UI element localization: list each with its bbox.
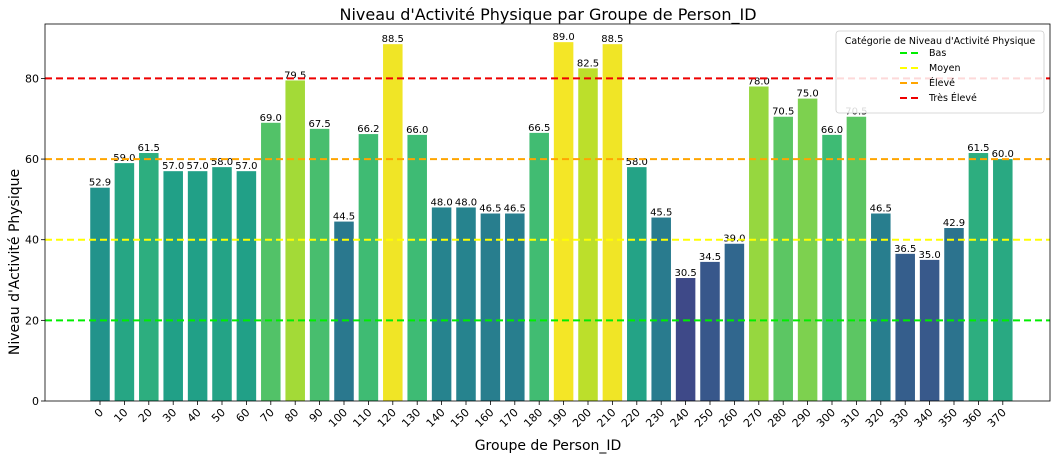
- bar-90: [309, 128, 330, 401]
- bar-value-label-260: 39.0: [723, 234, 745, 245]
- bar-value-label-350: 42.9: [943, 218, 965, 229]
- axes-frame: [44, 23, 1051, 402]
- bar-340: [919, 259, 940, 401]
- bar-20: [139, 153, 159, 401]
- bar-value-label-220: 58.0: [626, 157, 648, 168]
- bar-value-label-330: 36.5: [894, 244, 916, 255]
- bar-0: [90, 187, 110, 401]
- x-axis-label: Groupe de Person_ID: [475, 438, 622, 454]
- bar-280: [773, 116, 793, 401]
- bar-320: [871, 213, 891, 401]
- bar-value-label-70: 69.0: [260, 113, 282, 124]
- y-tick-label-80: 80: [25, 72, 39, 85]
- legend-entry-3: Très Élevé: [928, 92, 977, 104]
- legend: Catégorie de Niveau d'Activité Physique …: [835, 30, 1045, 114]
- bar-240: [675, 278, 696, 401]
- bar-value-label-60: 57.0: [235, 161, 257, 172]
- bar-value-label-370: 60.0: [992, 149, 1014, 160]
- bar-70: [261, 122, 281, 401]
- bar-value-label-190: 89.0: [552, 32, 574, 43]
- bar-value-label-340: 35.0: [918, 250, 940, 261]
- legend-title: Catégorie de Niveau d'Activité Physique: [845, 36, 1036, 47]
- bar-130: [407, 134, 427, 401]
- bar-value-label-230: 45.5: [650, 208, 672, 219]
- bar-360: [968, 153, 989, 401]
- bar-value-label-80: 79.5: [284, 70, 306, 81]
- bar-value-label-40: 57.0: [186, 161, 208, 172]
- bar-value-label-290: 75.0: [796, 89, 818, 100]
- bar-290: [797, 98, 818, 402]
- bar-value-label-30: 57.0: [162, 161, 184, 172]
- bar-value-label-150: 48.0: [455, 197, 477, 208]
- bar-value-label-100: 44.5: [333, 212, 355, 223]
- bar-value-label-360: 61.5: [967, 143, 989, 154]
- y-tick-label-20: 20: [25, 314, 39, 327]
- bar-220: [627, 167, 647, 401]
- bar-330: [895, 253, 915, 401]
- legend-entry-0: Bas: [929, 48, 946, 59]
- bar-140: [431, 207, 452, 401]
- legend-entry-2: Élevé: [929, 77, 955, 89]
- bar-value-label-90: 67.5: [308, 119, 330, 130]
- bar-value-label-250: 34.5: [699, 252, 721, 263]
- bar-100: [334, 221, 354, 401]
- bar-value-label-140: 48.0: [430, 197, 452, 208]
- plot-area: 52.9059.01061.52057.03057.04058.05057.06…: [25, 32, 1050, 430]
- bar-value-label-170: 46.5: [504, 204, 526, 215]
- bar-value-label-320: 46.5: [870, 204, 892, 215]
- bar-310: [846, 116, 867, 401]
- bar-150: [456, 207, 476, 401]
- bar-110: [358, 134, 379, 402]
- bar-50: [212, 167, 232, 401]
- bar-10: [114, 163, 135, 401]
- bar-value-label-280: 70.5: [772, 107, 794, 118]
- bar-210: [602, 44, 623, 401]
- bar-370: [993, 159, 1013, 401]
- bar-value-label-210: 88.5: [601, 34, 623, 45]
- bar-value-label-50: 58.0: [211, 157, 233, 168]
- bar-350: [944, 228, 964, 401]
- bar-value-label-160: 46.5: [479, 204, 501, 215]
- bar-160: [480, 213, 501, 401]
- bar-120: [383, 44, 403, 401]
- y-tick-label-60: 60: [25, 153, 39, 166]
- bar-230: [651, 217, 671, 401]
- bar-170: [505, 213, 525, 401]
- bar-300: [822, 134, 842, 401]
- bar-200: [578, 68, 598, 402]
- bar-190: [553, 42, 574, 402]
- bar-value-label-180: 66.5: [528, 123, 550, 134]
- bar-value-label-0: 52.9: [89, 178, 111, 189]
- bar-30: [163, 171, 183, 401]
- y-axis-label: Niveau d'Activité Physique: [7, 169, 23, 355]
- bar-value-label-200: 82.5: [577, 58, 599, 69]
- bar-60: [236, 171, 257, 401]
- legend-entry-1: Moyen: [929, 63, 961, 74]
- bar-value-label-270: 78.0: [748, 76, 770, 87]
- bar-40: [187, 171, 208, 401]
- chart-title: Niveau d'Activité Physique par Groupe de…: [339, 5, 756, 25]
- bar-270: [749, 86, 769, 402]
- legend-box: [835, 30, 1045, 114]
- bar-80: [285, 80, 305, 402]
- bar-value-label-120: 88.5: [382, 34, 404, 45]
- bar-260: [724, 243, 745, 401]
- bar-value-label-300: 66.0: [821, 125, 843, 136]
- bar-value-label-110: 66.2: [357, 124, 379, 135]
- y-tick-label-40: 40: [25, 234, 39, 247]
- bar-value-label-240: 30.5: [674, 268, 696, 279]
- bar-250: [700, 261, 720, 401]
- y-tick-label-0: 0: [32, 395, 39, 408]
- bar-180: [529, 132, 549, 401]
- bar-value-label-130: 66.0: [406, 125, 428, 136]
- bar-value-label-20: 61.5: [138, 143, 160, 154]
